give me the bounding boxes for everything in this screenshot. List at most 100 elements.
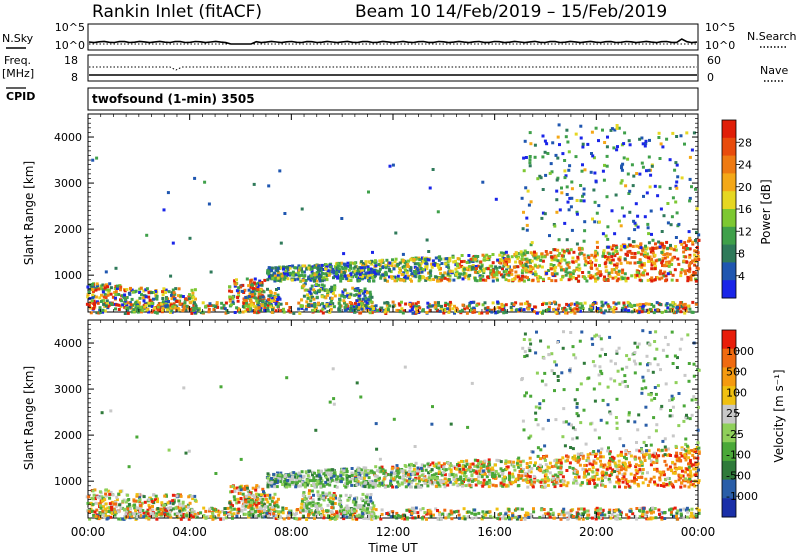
- nave-right-tick-bottom: 0: [707, 71, 714, 84]
- echo-cell: [587, 274, 591, 278]
- echo-cell: [630, 274, 634, 278]
- echo-cell: [351, 500, 355, 504]
- echo-cell: [638, 258, 642, 262]
- echo-cell: [297, 264, 301, 268]
- echo-cell: [329, 307, 333, 311]
- echo-cell: [338, 303, 342, 307]
- echo-cell: [621, 461, 625, 465]
- echo-cell: [447, 515, 451, 519]
- echo-cell: [87, 291, 91, 294]
- echo-cell: [661, 256, 665, 260]
- echo-cell: [297, 274, 301, 278]
- echo-cell: [312, 288, 316, 292]
- echo-cell: [589, 304, 593, 308]
- echo-cell: [119, 285, 123, 289]
- echo-cell: [504, 257, 508, 261]
- echo-cell: [244, 504, 248, 508]
- echo-cell: [610, 270, 614, 274]
- echo-cell: [372, 307, 376, 310]
- echo-cell: [316, 490, 320, 494]
- echo-cell: [139, 506, 143, 510]
- echo-cell: [244, 299, 248, 302]
- echo-cell: [260, 304, 264, 308]
- echo-cell: [550, 465, 554, 469]
- echo-cell: [326, 509, 330, 513]
- echo-cell: [343, 274, 347, 278]
- echo-cell: [441, 274, 445, 278]
- echo-cell: [570, 228, 574, 232]
- echo-cell: [660, 516, 664, 520]
- echo-cell: [317, 283, 321, 287]
- echo-cell: [395, 308, 399, 312]
- echo-cell: [580, 507, 584, 511]
- echo-cell: [333, 517, 337, 521]
- echo-cell: [581, 517, 585, 521]
- echo-cell: [522, 252, 526, 256]
- echo-cell: [130, 288, 134, 292]
- echo-cell: [413, 262, 417, 266]
- echo-cell: [533, 155, 537, 159]
- echo-cell: [341, 277, 345, 280]
- echo-cell: [452, 260, 456, 264]
- echo-cell: [103, 309, 107, 313]
- echo-cell: [520, 507, 524, 511]
- echo-cell: [121, 517, 125, 521]
- echo-cell: [124, 500, 128, 504]
- echo-cell: [123, 298, 127, 302]
- echo-cell: [591, 303, 595, 307]
- echo-cell: [525, 300, 529, 304]
- echo-cell: [364, 271, 368, 275]
- echo-cell: [298, 517, 302, 521]
- echo-cell: [315, 295, 319, 299]
- echo-cell: [449, 509, 453, 513]
- echo-cell: [617, 273, 621, 276]
- echo-cell: [338, 509, 342, 513]
- echo-cell: [679, 508, 683, 512]
- echo-cell: [608, 260, 612, 264]
- echo-cell: [505, 272, 509, 276]
- echo-cell: [301, 494, 305, 498]
- echo-cell: [605, 195, 609, 199]
- echo-cell: [688, 270, 692, 274]
- echo-cell: [448, 256, 452, 260]
- echo-cell: [458, 309, 462, 313]
- echo-cell: [392, 267, 396, 271]
- echo-cell: [333, 284, 337, 288]
- echo-cell: [583, 301, 587, 305]
- echo-cell: [643, 269, 647, 273]
- echo-cell: [514, 270, 518, 274]
- echo-cell: [245, 300, 249, 304]
- echo-cell: [355, 289, 359, 293]
- echo-cell: [693, 271, 697, 275]
- echo-cell: [103, 292, 107, 296]
- echo-cell: [568, 164, 572, 168]
- echo-cell: [658, 185, 662, 189]
- echo-cell: [132, 512, 136, 516]
- echo-cell: [507, 260, 511, 264]
- echo-cell: [544, 463, 548, 467]
- echo-cell: [128, 512, 132, 516]
- echo-cell: [630, 163, 634, 167]
- echo-cell: [514, 265, 518, 269]
- echo-cell: [541, 134, 545, 138]
- echo-cell: [418, 258, 422, 262]
- echo-cell: [118, 489, 122, 493]
- echo-cell: [498, 306, 502, 310]
- echo-cell: [510, 255, 514, 259]
- echo-cell: [284, 507, 288, 510]
- echo-cell: [361, 274, 364, 278]
- echo-cell: [230, 512, 234, 516]
- echo-cell: [596, 307, 600, 310]
- echo-cell: [94, 515, 98, 519]
- echo-cell: [153, 306, 156, 310]
- echo-cell: [646, 308, 650, 312]
- colorbar-tick-label: 24: [738, 159, 752, 172]
- echo-cell: [627, 139, 631, 143]
- echo-cell: [645, 169, 648, 173]
- echo-cell: [276, 305, 280, 308]
- echo-cell: [566, 271, 570, 275]
- echo-cell: [420, 270, 424, 274]
- echo-cell: [511, 512, 515, 516]
- echo-cell: [697, 508, 701, 512]
- echo-cell: [604, 234, 608, 238]
